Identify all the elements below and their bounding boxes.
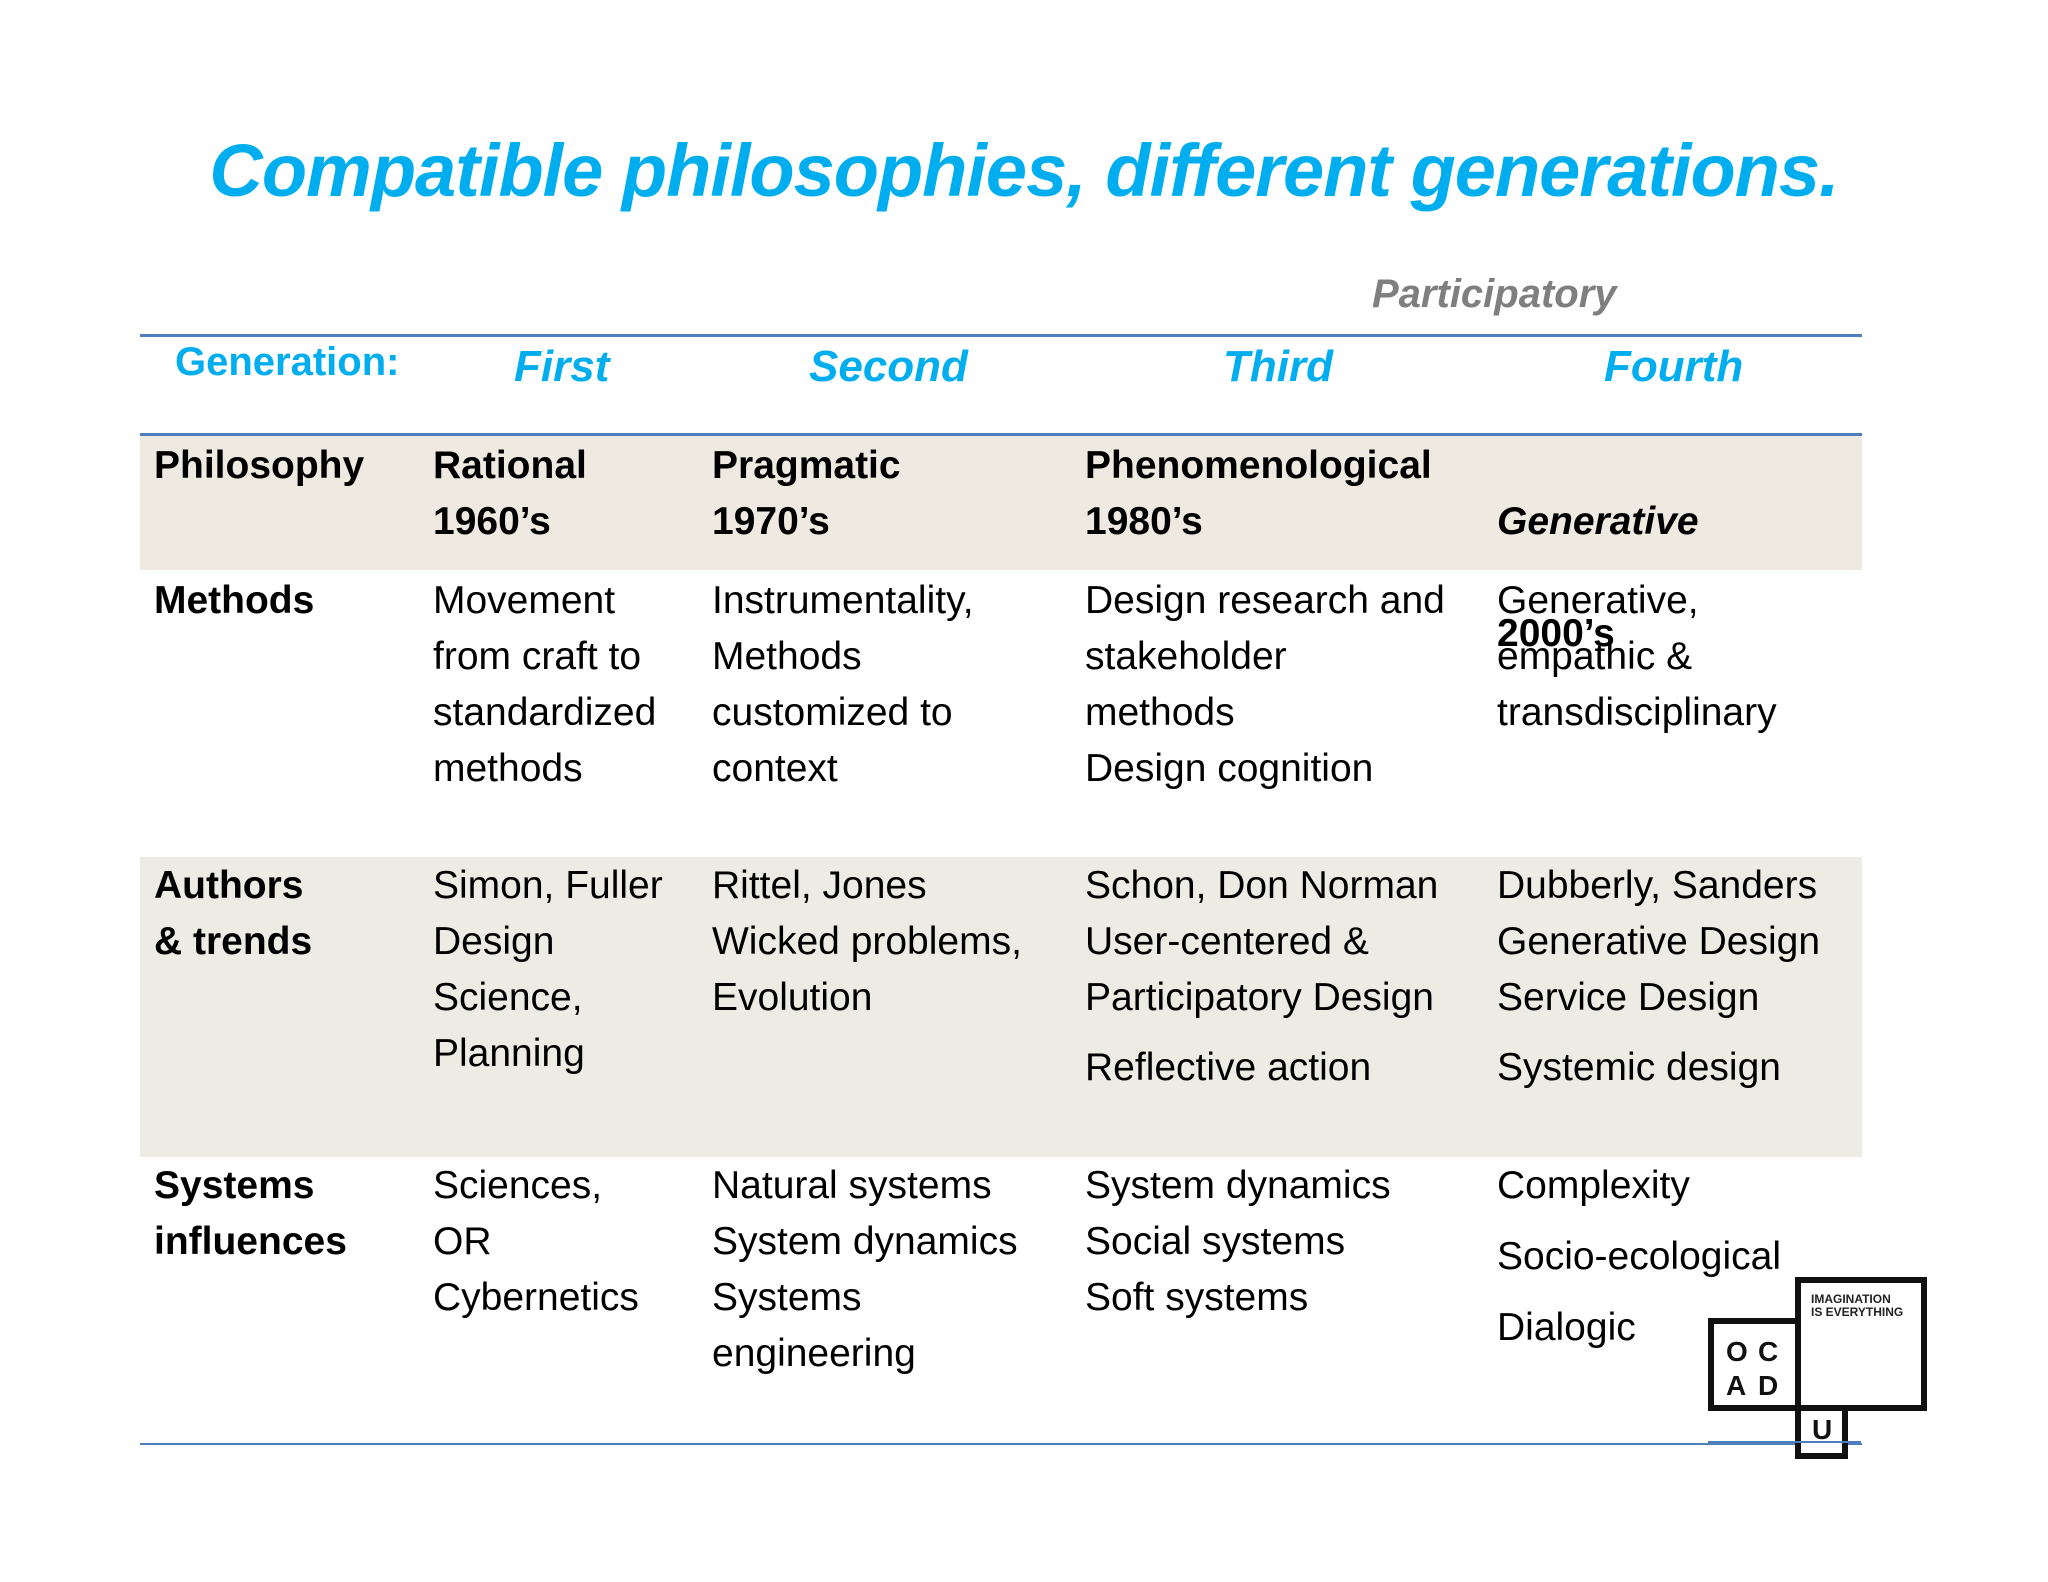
cell-authors-second: Rittel, Jones Wicked problems, Evolution	[712, 864, 1022, 1019]
authors-row-band	[140, 857, 1862, 1157]
slide-title: Compatible philosophies, different gener…	[209, 129, 1839, 212]
cell-authors-third: Schon, Don Norman User-centered & Partic…	[1085, 864, 1439, 1019]
cell-systems-third: System dynamics Social systems Soft syst…	[1085, 1164, 1391, 1319]
generation-third: Third	[1223, 342, 1333, 391]
table-top-rule	[140, 334, 1862, 337]
generation-second: Second	[809, 342, 968, 391]
cell-authors-fourth-extra: Systemic design	[1497, 1046, 1781, 1089]
cell-philosophy-second: Pragmatic 1970’s	[712, 444, 901, 543]
generative-label: Generative	[1497, 500, 1699, 543]
generation-fourth: Fourth	[1604, 342, 1744, 391]
header-bottom-rule	[140, 433, 1862, 436]
cell-philosophy-fourth: Generative 2000’s	[1497, 438, 1699, 662]
participatory-label: Participatory	[1372, 272, 1617, 316]
cell-systems-fourth: Complexity	[1497, 1164, 1690, 1207]
table-bottom-rule	[140, 1443, 1862, 1445]
cell-systems-fourth-extra-2: Dialogic	[1497, 1306, 1636, 1349]
cell-methods-fourth: Generative, empathic & transdisciplinary	[1497, 579, 1777, 734]
cell-methods-first: Movement from craft to standardized meth…	[433, 579, 657, 790]
row-label-philosophy: Philosophy	[154, 444, 365, 487]
cell-systems-first: Sciences, OR Cybernetics	[433, 1164, 639, 1319]
cell-philosophy-first: Rational 1960’s	[433, 444, 587, 543]
cell-philosophy-third: Phenomenological 1980’s	[1085, 444, 1432, 543]
cell-systems-second: Natural systems System dynamics Systems …	[712, 1164, 1018, 1375]
row-label-systems: Systems influences	[154, 1164, 347, 1263]
cell-systems-fourth-extra-1: Socio-ecological	[1497, 1235, 1781, 1278]
row-label-methods: Methods	[154, 579, 315, 622]
ocadu-logo-icon	[1408, 1277, 1927, 1459]
cell-authors-third-extra: Reflective action	[1085, 1046, 1372, 1089]
cell-methods-third: Design research and stakeholder methods …	[1085, 579, 1445, 790]
generation-first: First	[514, 342, 610, 391]
logo-tagline: IMAGINATION IS EVERYTHING	[1811, 1292, 1904, 1319]
generative-decade: 2000’s	[1497, 612, 1615, 655]
philosophy-row-band	[140, 436, 1862, 570]
row-label-authors: Authors & trends	[154, 864, 313, 963]
cell-methods-second: Instrumentality, Methods customized to c…	[712, 579, 974, 790]
generation-label: Generation:	[175, 340, 400, 384]
cell-authors-first: Simon, Fuller Design Science, Planning	[433, 864, 663, 1075]
cell-authors-fourth: Dubberly, Sanders Generative Design Serv…	[1497, 864, 1821, 1019]
logo-letter-u: U	[1812, 1414, 1833, 1445]
